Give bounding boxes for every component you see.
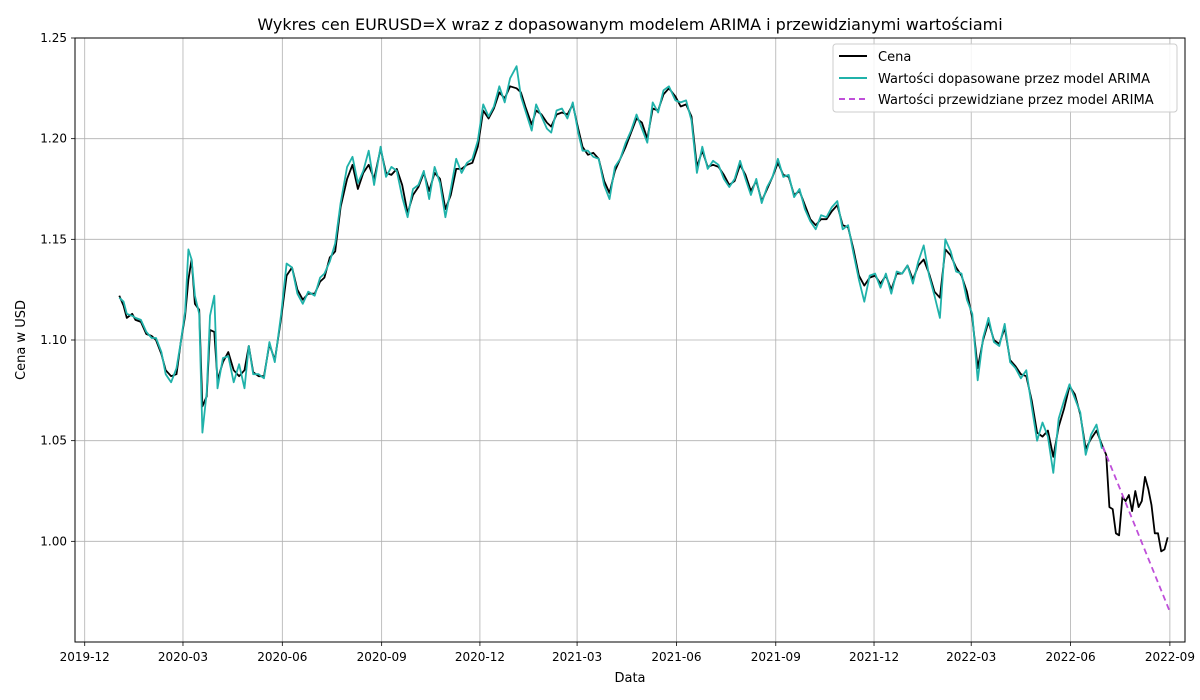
- x-tick-label: 2021-12: [849, 650, 899, 664]
- forecast-line: [1102, 446, 1171, 613]
- plot-series: [118, 65, 1171, 613]
- y-tick-label: 1.10: [40, 333, 67, 347]
- x-tick-label: 2022-06: [1045, 650, 1095, 664]
- y-tick-label: 1.00: [40, 534, 67, 548]
- legend: Cena Wartości dopasowane przez model ARI…: [832, 43, 1178, 113]
- x-tick-label: 2022-09: [1145, 650, 1195, 664]
- legend-label-price: Cena: [878, 50, 911, 65]
- axis-ticks: 2019-12 2020-03 2020-06 2020-09 2020-12 2021-…: [40, 31, 1195, 664]
- x-tick-label: 2020-12: [455, 650, 505, 664]
- y-tick-label: 1.05: [40, 434, 67, 448]
- x-tick-label: 2022-03: [946, 650, 996, 664]
- price-line: [118, 85, 1169, 553]
- legend-label-forecast: Wartości przewidziane przez model ARIMA: [878, 93, 1154, 108]
- x-tick-label: 2020-03: [158, 650, 208, 664]
- y-axis-label: Cena w USD: [14, 300, 29, 380]
- x-tick-label: 2020-06: [257, 650, 307, 664]
- x-tick-label: 2021-09: [751, 650, 801, 664]
- legend-label-fitted: Wartości dopasowane przez model ARIMA: [878, 72, 1150, 87]
- grid: [75, 37, 1185, 642]
- x-tick-label: 2021-06: [651, 650, 701, 664]
- x-tick-label: 2021-03: [552, 650, 602, 664]
- legend-box: [832, 43, 1178, 113]
- y-tick-label: 1.20: [40, 132, 67, 146]
- chart-title: Wykres cen EURUSD=X wraz z dopasowanym m…: [257, 15, 1002, 34]
- x-tick-label: 2020-09: [357, 650, 407, 664]
- x-axis-label: Data: [614, 671, 645, 686]
- y-tick-label: 1.15: [40, 232, 67, 246]
- fitted-line: [118, 65, 1103, 474]
- x-tick-label: 2019-12: [60, 650, 110, 664]
- y-tick-label: 1.25: [40, 31, 67, 45]
